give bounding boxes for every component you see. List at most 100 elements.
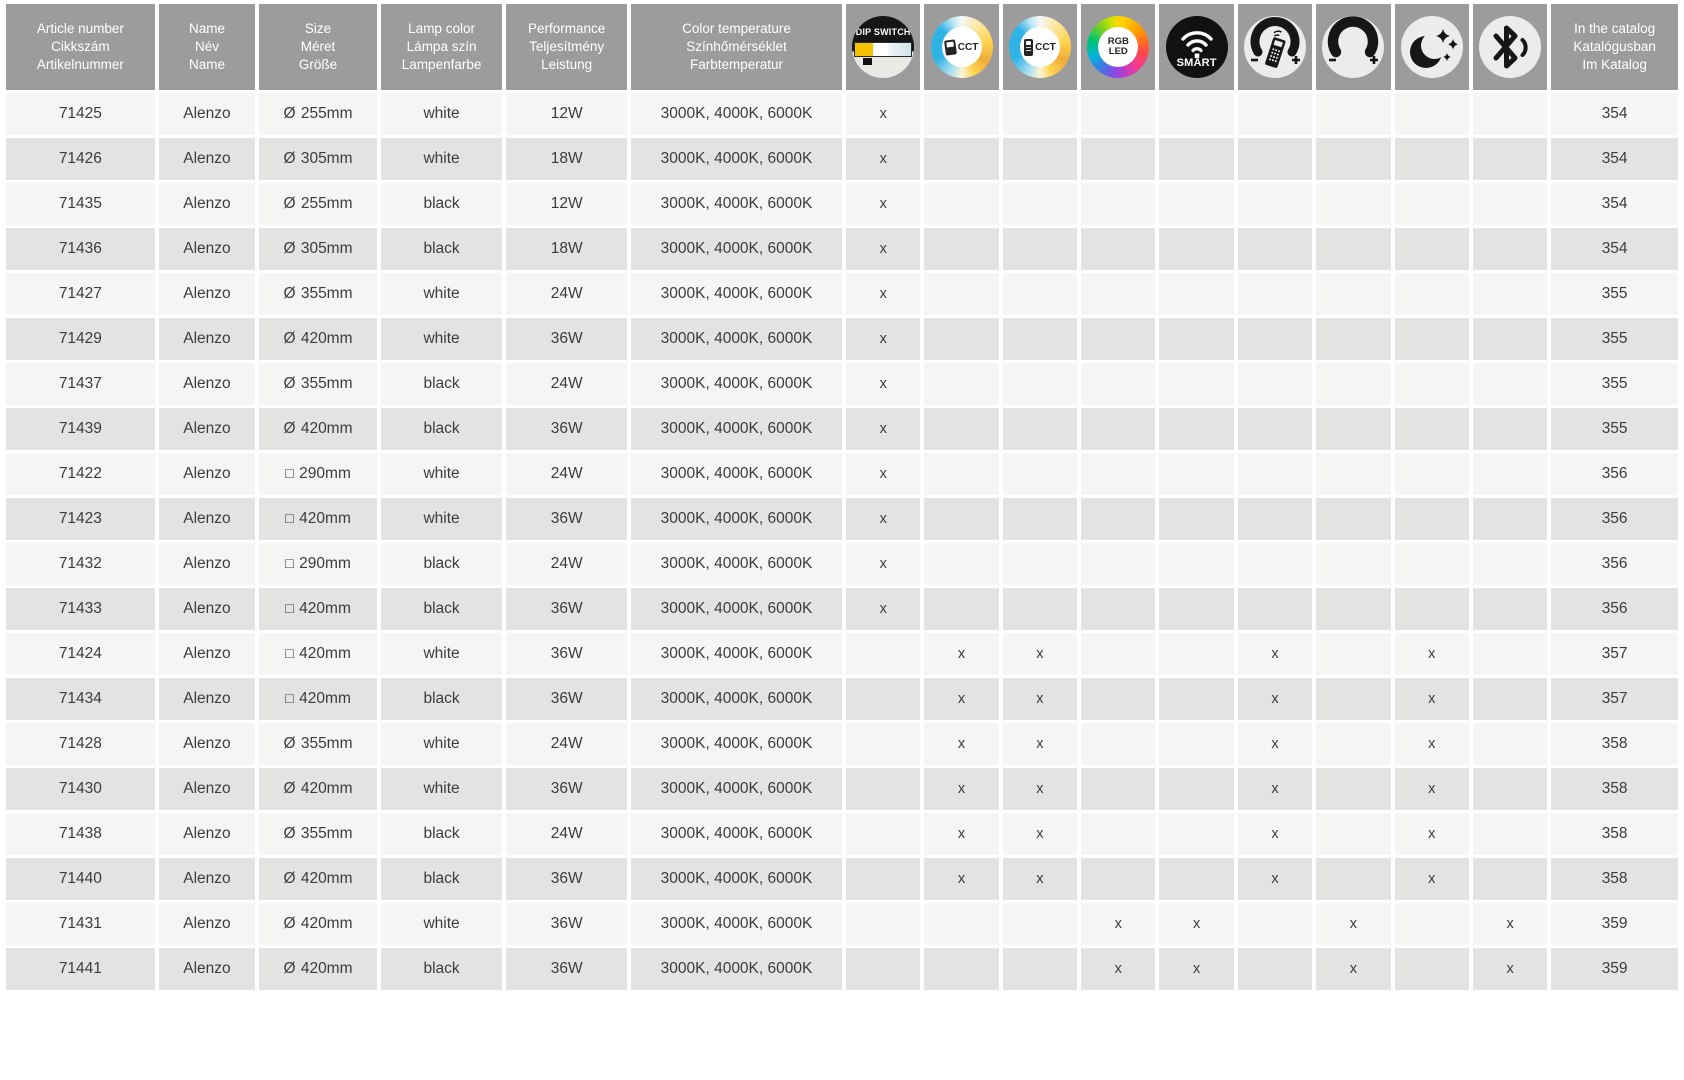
feature-mark-cell (1159, 723, 1234, 765)
feature-mark-cell: x (1394, 813, 1469, 855)
feature-mark-cell (924, 363, 999, 405)
performance-cell: 24W (506, 543, 627, 585)
lamp-color-cell: white (380, 93, 503, 135)
feature-mark-cell (1316, 363, 1391, 405)
size-value: 420mm (296, 330, 353, 347)
feature-mark-cell: x (1159, 948, 1234, 990)
feature-mark-cell (1237, 183, 1313, 225)
feature-mark-cell: x (1237, 813, 1313, 855)
lamp-color-cell: black (380, 543, 503, 585)
size-cell: Ø 355mm (259, 723, 377, 765)
feature-mark-cell (924, 453, 999, 495)
catalog-page-cell: 356 (1551, 543, 1678, 585)
catalog-page-cell: 357 (1551, 633, 1678, 675)
feature-mark-cell (924, 273, 999, 315)
remote-dimming-glyph (1250, 17, 1300, 68)
feature-mark-cell (1316, 633, 1391, 675)
feature-mark-cell (1159, 363, 1234, 405)
product-row: 71435 Alenzo Ø 255mm black 12W 3000K, 4000K, … (6, 183, 1678, 225)
size-value: 355mm (296, 375, 353, 392)
feature-mark-cell: x (846, 408, 921, 450)
feature-mark-cell (1081, 453, 1156, 495)
feature-mark-cell: x (846, 273, 921, 315)
article-number-cell: 71439 (6, 408, 155, 450)
feature-mark-cell (1237, 408, 1313, 450)
feature-mark-cell (1237, 228, 1313, 270)
round-shape-glyph: Ø (283, 375, 296, 392)
feature-mark-cell (1316, 408, 1391, 450)
header-performance: Performance Teljesítmény Leistung (506, 4, 627, 90)
color-temperature-cell: 3000K, 4000K, 6000K (630, 903, 843, 945)
color-temperature-cell: 3000K, 4000K, 6000K (630, 948, 843, 990)
lamp-color-cell: black (380, 813, 503, 855)
article-number-cell: 71427 (6, 273, 155, 315)
product-name-cell: Alenzo (158, 858, 256, 900)
header-feature-smart: SMART (1159, 4, 1234, 90)
color-temperature-cell: 3000K, 4000K, 6000K (630, 138, 843, 180)
feature-mark-cell (1002, 138, 1078, 180)
feature-mark-cell (1316, 498, 1391, 540)
size-cell: □ 420mm (259, 498, 377, 540)
size-value: 305mm (296, 150, 353, 167)
product-name-cell: Alenzo (158, 588, 256, 630)
product-row: 71440 Alenzo Ø 420mm black 36W 3000K, 4000K, … (6, 858, 1678, 900)
size-value: 420mm (294, 645, 351, 662)
square-shape-glyph: □ (285, 466, 294, 482)
feature-mark-cell (1159, 453, 1234, 495)
round-shape-glyph: Ø (283, 960, 296, 977)
performance-cell: 24W (506, 273, 627, 315)
article-number-cell: 71440 (6, 858, 155, 900)
feature-mark-cell: x (1237, 723, 1313, 765)
product-row: 71423 Alenzo □ 420mm white 36W 3000K, 4000K, … (6, 498, 1678, 540)
square-shape-glyph: □ (285, 691, 294, 707)
size-value: 420mm (294, 510, 351, 527)
feature-mark-cell (1394, 903, 1469, 945)
size-value: 420mm (296, 960, 353, 977)
product-row: 71425 Alenzo Ø 255mm white 12W 3000K, 4000K, … (6, 93, 1678, 135)
feature-mark-cell (1081, 498, 1156, 540)
catalog-page-cell: 354 (1551, 138, 1678, 180)
feature-mark-cell (846, 813, 921, 855)
feature-mark-cell (1002, 453, 1078, 495)
feature-mark-cell (1394, 948, 1469, 990)
product-row: 71437 Alenzo Ø 355mm black 24W 3000K, 4000K, … (6, 363, 1678, 405)
feature-mark-cell (1159, 93, 1234, 135)
lamp-color-cell: white (380, 498, 503, 540)
performance-cell: 36W (506, 768, 627, 810)
square-shape-glyph: □ (285, 556, 294, 572)
color-temperature-cell: 3000K, 4000K, 6000K (630, 453, 843, 495)
feature-mark-cell (1316, 813, 1391, 855)
feature-mark-cell: x (924, 723, 999, 765)
color-temperature-cell: 3000K, 4000K, 6000K (630, 228, 843, 270)
catalog-page-cell: 356 (1551, 588, 1678, 630)
performance-cell: 36W (506, 633, 627, 675)
header-performance-label: Performance Teljesítmény Leistung (528, 21, 606, 72)
size-cell: Ø 255mm (259, 93, 377, 135)
feature-mark-cell (1081, 723, 1156, 765)
feature-mark-cell: x (1159, 903, 1234, 945)
feature-mark-cell (1316, 723, 1391, 765)
feature-mark-cell: x (846, 453, 921, 495)
feature-mark-cell (924, 408, 999, 450)
performance-cell: 24W (506, 453, 627, 495)
square-shape-glyph: □ (285, 601, 294, 617)
feature-mark-cell (1394, 138, 1469, 180)
feature-mark-cell: x (846, 138, 921, 180)
size-value: 420mm (294, 690, 351, 707)
product-name-cell: Alenzo (158, 948, 256, 990)
moon-stars-glyph (1409, 29, 1458, 68)
lamp-color-cell: black (380, 678, 503, 720)
product-row: 71426 Alenzo Ø 305mm white 18W 3000K, 4000K, … (6, 138, 1678, 180)
size-value: 290mm (294, 465, 351, 482)
feature-mark-cell (1472, 543, 1548, 585)
feature-mark-cell (1159, 543, 1234, 585)
dip-switch-bar (854, 42, 913, 57)
color-temperature-cell: 3000K, 4000K, 6000K (630, 768, 843, 810)
feature-mark-cell (1002, 228, 1078, 270)
dip-switch-icon: DIP SWITCH (852, 16, 915, 78)
header-lamp-color: Lamp color Lámpa szín Lampenfarbe (380, 4, 503, 90)
product-row: 71428 Alenzo Ø 355mm white 24W 3000K, 4000K, … (6, 723, 1678, 765)
feature-mark-cell (1472, 588, 1548, 630)
size-cell: □ 420mm (259, 678, 377, 720)
dimmer-arc-glyph (1328, 16, 1379, 64)
